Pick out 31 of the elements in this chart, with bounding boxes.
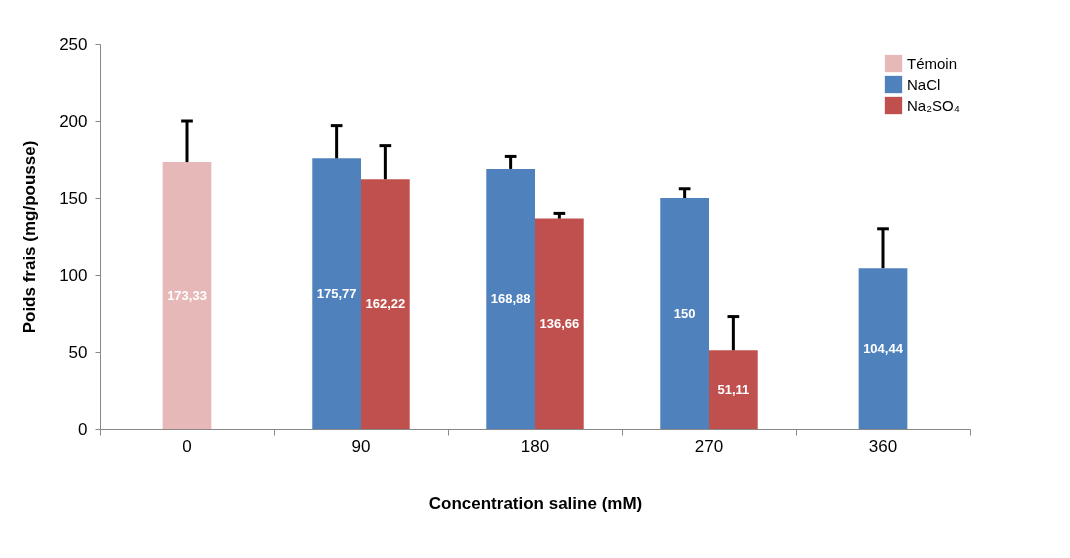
y-tick-label: 50 xyxy=(68,342,88,362)
data-label: 162,22 xyxy=(365,296,406,312)
y-axis-title: Poids frais (mg/pousse) xyxy=(20,140,40,334)
x-tick-label: 90 xyxy=(351,437,371,456)
x-tick-label: 0 xyxy=(182,437,192,456)
bar xyxy=(709,350,758,429)
bar xyxy=(535,218,584,429)
bar xyxy=(361,179,410,429)
y-tick-label: 100 xyxy=(59,265,88,285)
data-label: 51,11 xyxy=(717,381,750,397)
data-label: 104,44 xyxy=(863,340,904,356)
y-tick-label: 0 xyxy=(78,419,88,439)
data-label: 173,33 xyxy=(167,287,207,303)
legend-label: Na₂SO₄ xyxy=(907,96,960,114)
data-label: 168,88 xyxy=(490,290,531,306)
x-axis-title: Concentration saline (mM) xyxy=(428,494,643,513)
legend-label: NaCl xyxy=(907,75,941,93)
bar xyxy=(312,158,361,429)
data-label: 150 xyxy=(673,305,696,321)
data-label: 175,77 xyxy=(316,285,357,301)
bar xyxy=(162,162,212,429)
bar xyxy=(486,168,535,429)
bar xyxy=(660,198,709,429)
x-tick-label: 180 xyxy=(520,437,550,456)
y-tick-label: 200 xyxy=(59,111,88,131)
y-tick-label: 150 xyxy=(59,188,88,208)
y-tick-label: 250 xyxy=(59,34,88,54)
x-tick-label: 360 xyxy=(868,437,898,456)
legend-label: Témoin xyxy=(907,54,958,72)
data-label: 136,66 xyxy=(539,315,580,331)
x-tick-label: 270 xyxy=(694,437,724,456)
